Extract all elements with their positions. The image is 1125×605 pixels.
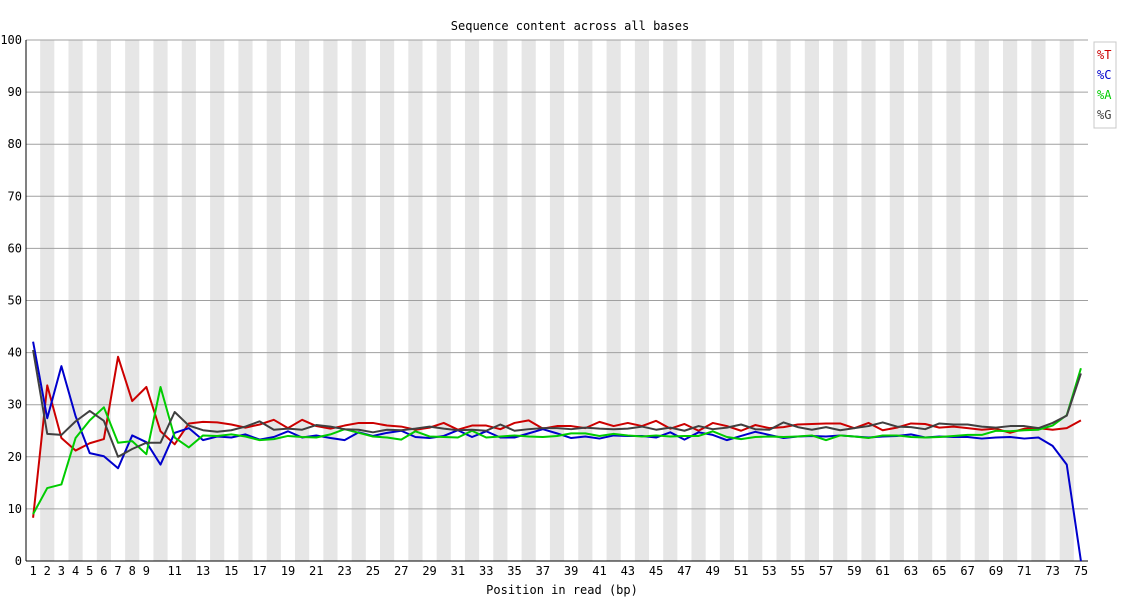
x-tick-label: 57 <box>819 564 833 578</box>
x-tick-label: 69 <box>989 564 1003 578</box>
series-line-pct-t <box>32 355 1082 518</box>
series-line-pct-g <box>32 349 1082 458</box>
x-tick-label: 29 <box>422 564 436 578</box>
x-tick-label: 11 <box>167 564 181 578</box>
x-tick-label: 7 <box>114 564 121 578</box>
y-tick-label: 30 <box>8 398 22 412</box>
y-tick-label: 0 <box>15 554 22 568</box>
series-line-pct-a <box>32 367 1082 515</box>
x-tick-label: 63 <box>904 564 918 578</box>
x-tick-label: 71 <box>1017 564 1031 578</box>
y-tick-label: 60 <box>8 241 22 255</box>
x-tick-label: 1 <box>29 564 36 578</box>
series-lines <box>32 341 1082 562</box>
x-tick-label: 31 <box>451 564 465 578</box>
x-tick-label: 2 <box>44 564 51 578</box>
x-tick-label: 25 <box>366 564 380 578</box>
x-tick-label: 39 <box>564 564 578 578</box>
legend-box <box>1093 41 1117 129</box>
x-tick-label: 8 <box>129 564 136 578</box>
y-tick-label: 10 <box>8 502 22 516</box>
legend: %T %C %A %G <box>1093 41 1117 129</box>
y-tick-label: 80 <box>8 137 22 151</box>
x-tick-label: 5 <box>86 564 93 578</box>
x-tick-label: 21 <box>309 564 323 578</box>
x-tick-label: 37 <box>536 564 550 578</box>
x-tick-label: 19 <box>281 564 295 578</box>
x-tick-label: 4 <box>72 564 79 578</box>
x-tick-label: 33 <box>479 564 493 578</box>
x-tick-label: 41 <box>592 564 606 578</box>
y-tick-label: 70 <box>8 189 22 203</box>
x-tick-label: 61 <box>875 564 889 578</box>
legend-entry: %G <box>1097 108 1111 122</box>
x-tick-label: 6 <box>100 564 107 578</box>
x-tick-label: 23 <box>337 564 351 578</box>
series-line-pct-c <box>32 341 1082 562</box>
legend-entry: %T <box>1097 48 1111 62</box>
chart-title: Sequence content across all bases <box>451 19 689 33</box>
x-tick-label: 49 <box>706 564 720 578</box>
y-tick-label: 90 <box>8 85 22 99</box>
x-tick-label: 3 <box>58 564 65 578</box>
x-tick-label: 55 <box>790 564 804 578</box>
x-tick-label: 47 <box>677 564 691 578</box>
x-tick-label: 73 <box>1045 564 1059 578</box>
x-tick-label: 51 <box>734 564 748 578</box>
x-tick-label: 35 <box>507 564 521 578</box>
x-tick-label: 15 <box>224 564 238 578</box>
y-tick-label: 40 <box>8 346 22 360</box>
x-tick-label: 75 <box>1074 564 1088 578</box>
x-tick-label: 45 <box>649 564 663 578</box>
axes <box>25 40 1088 562</box>
legend-entry: %C <box>1097 68 1111 82</box>
x-tick-label: 17 <box>252 564 266 578</box>
x-tick-label: 43 <box>621 564 635 578</box>
x-tick-label: 27 <box>394 564 408 578</box>
y-tick-label: 100 <box>0 33 22 47</box>
x-tick-label: 9 <box>143 564 150 578</box>
x-tick-label: 13 <box>196 564 210 578</box>
x-tick-label: 67 <box>960 564 974 578</box>
y-tick-label: 50 <box>8 294 22 308</box>
x-tick-label: 53 <box>762 564 776 578</box>
x-tick-label: 65 <box>932 564 946 578</box>
legend-entry: %A <box>1097 88 1112 102</box>
y-tick-label: 20 <box>8 450 22 464</box>
horizontal-gridlines <box>26 39 1088 562</box>
x-tick-label: 59 <box>847 564 861 578</box>
x-axis-label: Position in read (bp) <box>486 583 638 597</box>
